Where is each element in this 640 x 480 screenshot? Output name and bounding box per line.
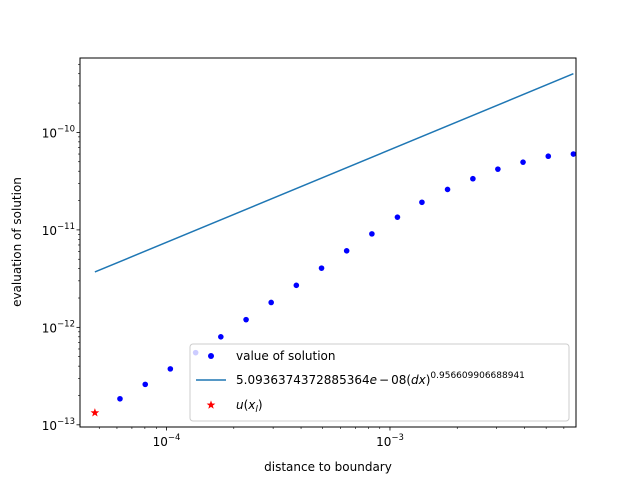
solution-point — [142, 381, 149, 388]
y-tick-label: 10−10 — [42, 124, 75, 140]
legend-star-icon — [206, 400, 216, 409]
fit-power: 0.956609906688941 — [430, 371, 524, 381]
solution-point — [419, 199, 425, 206]
y-axis-label: evaluation of solution — [10, 177, 24, 307]
solution-point — [470, 175, 476, 182]
solution-point — [343, 248, 350, 254]
legend-label-value-of-solution: value of solution — [236, 349, 336, 363]
solution-point — [520, 159, 526, 165]
solution-point — [318, 265, 325, 271]
legend-label-u-xl: u(xl) — [236, 398, 263, 415]
u-open-paren: ( — [244, 398, 249, 412]
y-tick-label: 10−11 — [42, 222, 75, 238]
fit-coefficient: 5.0936374372885364 — [236, 373, 370, 387]
x-tick-label: 10−4 — [153, 433, 181, 449]
fit-close-paren: ) — [426, 373, 431, 387]
legend: value of solution 5.0936374372885364e −08… — [189, 343, 570, 422]
solution-point — [268, 299, 274, 306]
y-axis-ticks: 10−13 10−12 10−11 10−10 — [42, 63, 80, 433]
x-tick-label: 10−3 — [376, 433, 404, 449]
u-xl-point — [90, 408, 100, 417]
fit-exponent-value: 08( — [391, 373, 411, 387]
solution-point — [293, 282, 300, 289]
legend-label-fit: 5.0936374372885364e −08(dx)0.956609906688… — [236, 371, 525, 387]
solution-point — [218, 334, 224, 340]
solution-point — [394, 214, 401, 220]
fit-dx: dx — [411, 373, 427, 387]
solution-point — [570, 151, 577, 157]
fit-line — [94, 73, 574, 273]
y-tick-label: 10−12 — [42, 319, 75, 335]
legend-marker-u-xl — [206, 400, 216, 409]
solution-point — [243, 316, 249, 323]
solution-point — [117, 395, 123, 402]
l-subscript: l — [255, 405, 258, 415]
legend-marker-value-of-solution — [208, 353, 214, 359]
plot-area-frame — [79, 57, 577, 428]
legend-box — [189, 343, 570, 422]
y-tick-label: 10−13 — [42, 417, 75, 433]
solution-point — [444, 186, 451, 193]
fit-minus: − — [379, 373, 389, 387]
x-axis-label: distance to boundary — [264, 460, 392, 474]
solution-point — [495, 166, 501, 172]
u-symbol: u — [236, 398, 244, 412]
solution-point — [545, 153, 552, 160]
x-symbol: x — [247, 398, 256, 412]
u-close-paren: ) — [258, 398, 263, 412]
solution-point — [167, 366, 174, 372]
x-axis-ticks: 10−4 10−3 — [98, 427, 565, 449]
plot-series — [90, 73, 577, 417]
fit-exponent-e: e — [370, 373, 377, 387]
solution-point — [369, 231, 375, 237]
